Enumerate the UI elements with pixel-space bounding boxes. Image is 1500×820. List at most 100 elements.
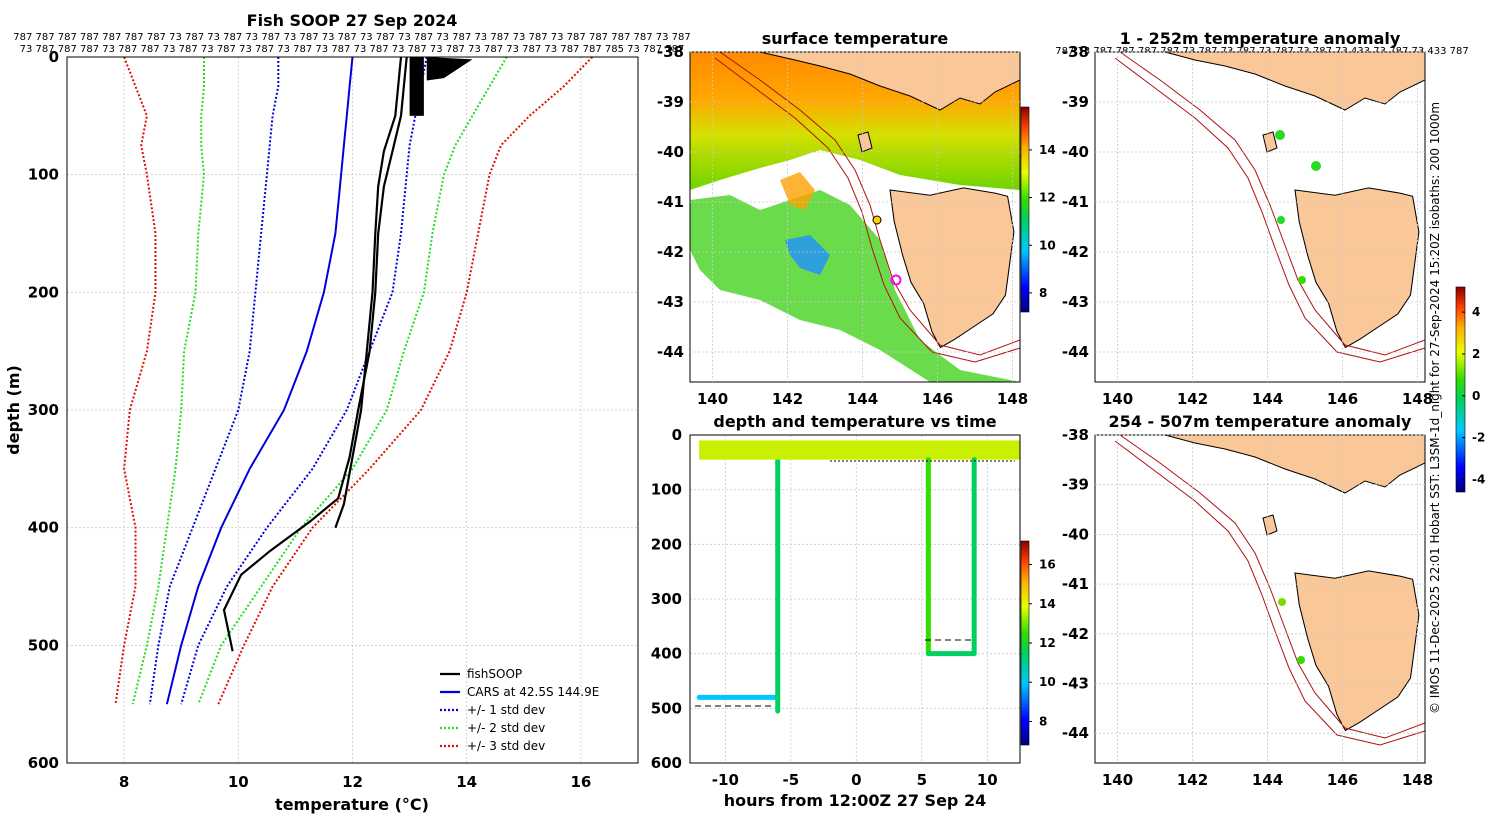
- legend: fishSOOP CARS at 42.5S 144.9E +/- 1 std de…: [440, 667, 599, 753]
- isobath-1000m: [1114, 440, 1425, 746]
- x-tick-label: 148: [1402, 771, 1433, 789]
- legend-label: CARS at 42.5S 144.9E: [467, 685, 599, 699]
- colorbar-tick-label: 2: [1472, 347, 1480, 361]
- x-tick-label: 148: [1402, 390, 1433, 408]
- y-tick-label: -41: [657, 193, 684, 211]
- isobath-1000m: [714, 57, 1020, 363]
- surface-record-band: [699, 440, 1020, 460]
- x-tick-label: 142: [1177, 771, 1208, 789]
- depth-time-chart: depth and temperature vs time -10 -5 0 5 10 …: [651, 412, 1056, 810]
- colorbar-tick-label: 0: [1472, 389, 1480, 403]
- sst-map: surface temperature 140 142 144 146 148 -38-…: [657, 29, 1056, 408]
- colorbar-tick-label: 12: [1039, 191, 1056, 205]
- x-tick-label: 148: [997, 390, 1028, 408]
- map-title: surface temperature: [762, 29, 949, 48]
- y-tick-label: 500: [28, 636, 59, 654]
- isobath-200m: [1119, 435, 1425, 739]
- profile-chart: Fish SOOP 27 Sep 2024 787 787 787 787 78…: [4, 11, 691, 814]
- sst-field-green: [690, 190, 1020, 382]
- y-axis-label: depth (m): [4, 365, 23, 455]
- temp-colorbar: [1020, 540, 1030, 746]
- y-tick-label: -38: [1062, 43, 1089, 61]
- legend-label: +/- 1 std dev: [467, 703, 545, 717]
- x-tick-label: 14: [456, 773, 477, 791]
- anomaly-point: [1311, 161, 1321, 171]
- isobath-200m: [1119, 52, 1425, 356]
- header-row-1: 787 787 787 787 787 787 787 73 787 73 78…: [13, 32, 691, 43]
- colorbar-tick-label: -4: [1472, 472, 1485, 486]
- sst-colorbar: [1020, 106, 1030, 313]
- colorbar-tick-label: 10: [1039, 675, 1056, 689]
- chart-title: Fish SOOP 27 Sep 2024: [247, 11, 458, 30]
- y-tick-label: -42: [657, 243, 684, 261]
- x-tick-label: 146: [1327, 390, 1358, 408]
- y-tick-label: -38: [657, 43, 684, 61]
- profile-location: [890, 274, 902, 286]
- y-tick-label: -39: [657, 93, 684, 111]
- y-tick-label: 100: [28, 166, 59, 184]
- y-tick-label: -40: [1062, 525, 1089, 543]
- anomaly-map-deep: 254 - 507m temperature anomaly 140 142 144…: [1062, 412, 1433, 789]
- anomaly-point: [1277, 216, 1285, 224]
- isobath-1000m: [1114, 57, 1425, 363]
- cars-mean-line: [165, 56, 354, 705]
- king-island: [1262, 514, 1278, 536]
- fishsoop-profile-line: [222, 56, 408, 652]
- y-tick-label: -41: [1062, 193, 1089, 211]
- anomaly-point: [1278, 598, 1286, 606]
- std2-lower-line: [131, 57, 206, 705]
- fishsoop-profile-line: [334, 56, 403, 529]
- vessel-position: [872, 215, 882, 225]
- x-tick-label: 140: [697, 390, 728, 408]
- colorbar-tick-label: 12: [1039, 636, 1056, 650]
- y-tick-label: -44: [1062, 343, 1089, 361]
- colorbar-tick-label: 8: [1039, 286, 1047, 300]
- king-island: [857, 131, 873, 153]
- x-tick-label: 10: [228, 773, 249, 791]
- y-tick-label: 600: [28, 754, 59, 772]
- colorbar-tick-label: 16: [1039, 558, 1056, 572]
- y-tick-label: -42: [1062, 243, 1089, 261]
- legend-label: fishSOOP: [467, 667, 522, 681]
- anomaly-point: [1298, 276, 1306, 284]
- x-tick-label: 12: [342, 773, 363, 791]
- y-tick-label: 500: [651, 699, 682, 717]
- std3-lower-line: [114, 56, 157, 705]
- credit-text: © IMOS 11-Dec-2025 22:01 Hobart SST: L3S…: [1428, 102, 1442, 714]
- y-tick-label: -44: [1062, 724, 1089, 742]
- fishsoop-surface-block: [426, 57, 473, 81]
- colorbar-tick-label: -2: [1472, 431, 1485, 445]
- y-tick-label: -43: [657, 293, 684, 311]
- colorbar-tick-label: 14: [1039, 597, 1056, 611]
- anomaly-map-shallow: 1 - 252m temperature anomaly 787 73 787 …: [1055, 29, 1469, 408]
- y-tick-label: -44: [657, 343, 684, 361]
- x-tick-label: 142: [1177, 390, 1208, 408]
- king-island: [1262, 131, 1278, 153]
- anomaly-colorbar: [1455, 286, 1466, 493]
- std1-upper-line: [180, 56, 428, 705]
- colorbar-tick-label: 14: [1039, 143, 1056, 157]
- y-tick-label: 300: [28, 401, 59, 419]
- x-tick-label: 140: [1102, 390, 1133, 408]
- std1-lower-line: [148, 57, 280, 705]
- anomaly-point: [1275, 130, 1285, 140]
- y-tick-label: 400: [651, 645, 682, 663]
- x-tick-label: 140: [1102, 771, 1133, 789]
- y-tick-label: 0: [672, 426, 682, 444]
- legend-label: +/- 2 std dev: [467, 721, 545, 735]
- x-tick-label: 146: [922, 390, 953, 408]
- y-tick-label: 600: [651, 754, 682, 772]
- std3-upper-line: [217, 56, 594, 705]
- std2-upper-line: [197, 56, 508, 705]
- map-title: 1 - 252m temperature anomaly: [1120, 29, 1401, 48]
- plot-frame: [689, 434, 1021, 764]
- anomaly-point: [1297, 656, 1305, 664]
- x-axis-label: temperature (°C): [275, 795, 429, 814]
- y-tick-label: -38: [1062, 426, 1089, 444]
- x-tick-label: 16: [570, 773, 591, 791]
- plot-frame: [66, 56, 639, 764]
- y-tick-label: -39: [1062, 476, 1089, 494]
- x-tick-label: -10: [712, 771, 739, 789]
- sst-field-blue: [785, 235, 830, 275]
